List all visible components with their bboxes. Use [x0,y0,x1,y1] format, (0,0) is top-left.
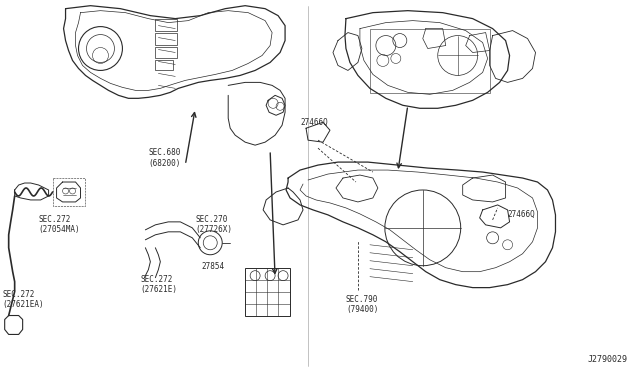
Bar [370,29,490,93]
Bar [156,61,173,70]
Text: SEC.270
(27726X): SEC.270 (27726X) [195,215,232,234]
Bar [245,268,290,315]
Text: J2790029: J2790029 [588,355,627,364]
Text: 27466Q: 27466Q [300,118,328,127]
Bar [156,33,177,45]
Bar [156,19,177,31]
Text: SEC.790
(79400): SEC.790 (79400) [346,295,378,314]
Text: SEC.680
(68200): SEC.680 (68200) [148,148,180,167]
Text: SEC.272
(27054MA): SEC.272 (27054MA) [38,215,80,234]
Text: 27854: 27854 [201,262,224,271]
Text: SEC.272
(27621E): SEC.272 (27621E) [140,275,177,294]
Text: 27466Q: 27466Q [508,210,535,219]
Bar [52,178,84,206]
Text: SEC.272
(27621EA): SEC.272 (27621EA) [3,290,44,309]
Bar [156,46,177,58]
